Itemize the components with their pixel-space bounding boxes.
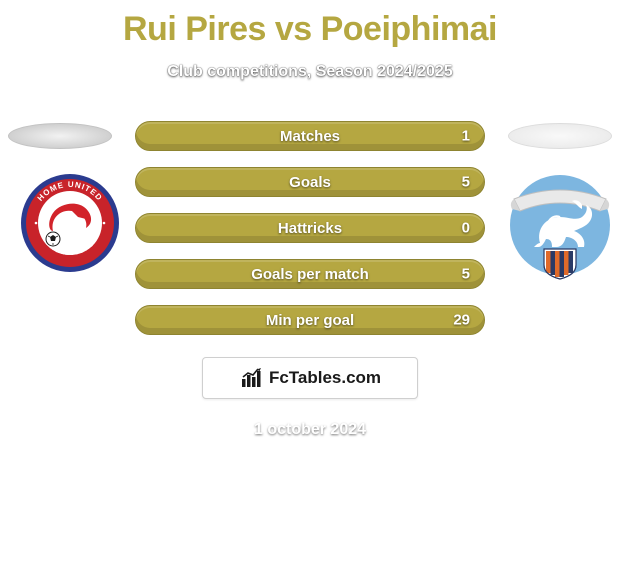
brand-text: FcTables.com xyxy=(269,368,381,388)
stat-value: 0 xyxy=(462,220,470,237)
right-club-badge-icon xyxy=(500,173,620,283)
home-united-badge-icon: HOME UNITED PROTECTORS xyxy=(20,173,120,273)
stat-label: Hattricks xyxy=(278,220,342,237)
stat-value: 1 xyxy=(462,128,470,145)
left-shadow-ellipse xyxy=(8,123,112,149)
stat-value: 29 xyxy=(453,312,470,329)
right-shadow-ellipse xyxy=(508,123,612,149)
stat-bars: Matches 1 Goals 5 Hattricks 0 Goals per … xyxy=(135,121,485,335)
stat-bar-hattricks: Hattricks 0 xyxy=(135,213,485,243)
stat-value: 5 xyxy=(462,174,470,191)
comparison-area: HOME UNITED PROTECTORS xyxy=(0,121,620,335)
date-text: 1 october 2024 xyxy=(0,421,620,439)
stat-label: Goals per match xyxy=(251,266,369,283)
stat-label: Min per goal xyxy=(266,312,354,329)
stat-label: Goals xyxy=(289,174,331,191)
bar-chart-icon xyxy=(239,367,263,389)
stat-bar-matches: Matches 1 xyxy=(135,121,485,151)
left-team-badge: HOME UNITED PROTECTORS xyxy=(20,173,120,278)
stat-bar-goals: Goals 5 xyxy=(135,167,485,197)
stat-label: Matches xyxy=(280,128,340,145)
right-team-badge xyxy=(500,173,620,288)
fctables-brand: FcTables.com xyxy=(202,357,418,399)
stat-bar-goals-per-match: Goals per match 5 xyxy=(135,259,485,289)
stat-value: 5 xyxy=(462,266,470,283)
subtitle: Club competitions, Season 2024/2025 xyxy=(0,63,620,81)
stat-bar-min-per-goal: Min per goal 29 xyxy=(135,305,485,335)
page-title: Rui Pires vs Poeiphimai xyxy=(0,0,620,49)
